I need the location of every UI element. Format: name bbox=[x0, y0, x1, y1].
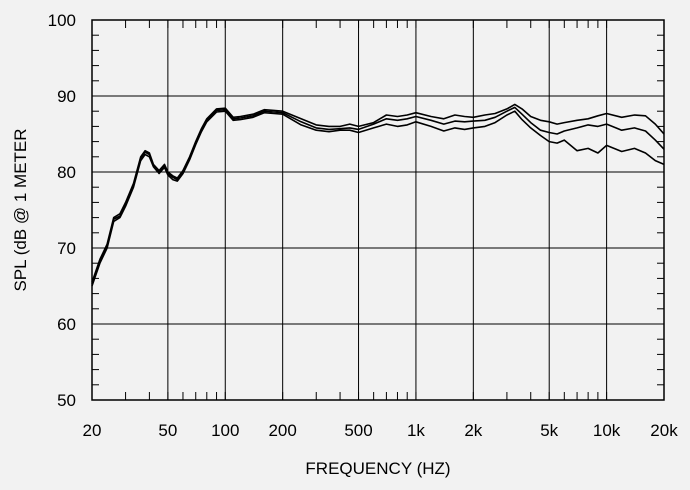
y-axis-label: SPL (dB @ 1 METER bbox=[11, 128, 30, 291]
x-axis-label: FREQUENCY (HZ) bbox=[305, 459, 450, 478]
y-tick-label: 80 bbox=[57, 163, 76, 182]
y-tick-label: 100 bbox=[48, 11, 76, 30]
y-tick-label: 70 bbox=[57, 239, 76, 258]
y-tick-labels: 50 60 70 80 90 100 bbox=[48, 11, 76, 410]
x-tick-label: 20k bbox=[650, 421, 678, 440]
x-tick-labels: 20 50 100 200 500 1k 2k 5k 10k 20k bbox=[83, 421, 679, 440]
x-tick-label: 200 bbox=[268, 421, 296, 440]
x-tick-label: 10k bbox=[593, 421, 621, 440]
series-line-1 bbox=[91, 103, 665, 283]
series-line-2 bbox=[91, 106, 665, 284]
y-tick-label: 60 bbox=[57, 315, 76, 334]
x-tick-label: 20 bbox=[83, 421, 102, 440]
y-tick-label: 50 bbox=[57, 391, 76, 410]
series-line-3 bbox=[91, 110, 665, 287]
x-tick-label: 5k bbox=[540, 421, 558, 440]
grid-lines bbox=[91, 19, 665, 401]
x-tick-label: 500 bbox=[344, 421, 372, 440]
plot-frame bbox=[91, 19, 665, 401]
y-tick-label: 90 bbox=[57, 87, 76, 106]
series-group bbox=[91, 103, 665, 287]
x-tick-label: 2k bbox=[464, 421, 482, 440]
minor-ticks bbox=[91, 19, 665, 401]
x-tick-label: 50 bbox=[158, 421, 177, 440]
x-tick-label: 100 bbox=[211, 421, 239, 440]
x-tick-label: 1k bbox=[407, 421, 425, 440]
